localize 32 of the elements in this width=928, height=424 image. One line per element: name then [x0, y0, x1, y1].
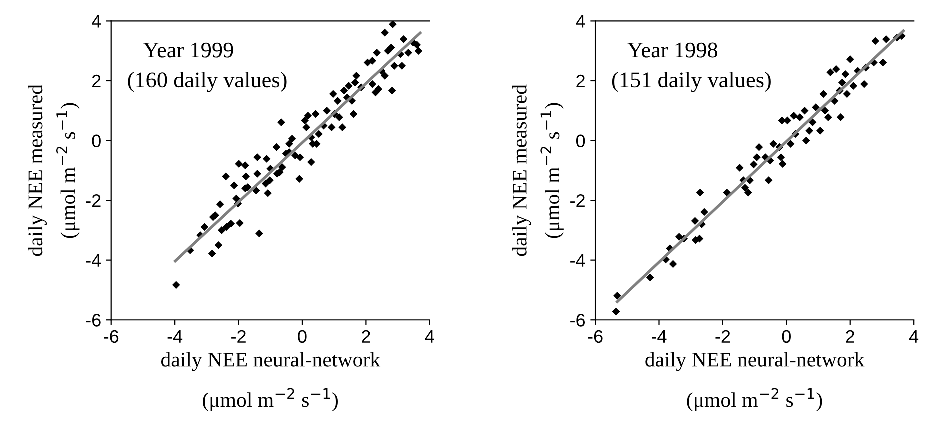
- y-tick-label: 0: [576, 134, 586, 148]
- x-axis-title: daily NEE neural-network (μmol m$^{−2}$ s$^{−1}$): [161, 352, 381, 412]
- x-tick-label: 2: [846, 330, 854, 343]
- y-tick-label: 2: [92, 74, 101, 88]
- y-axis-title: daily NEE measured (μmol m$^{−2}$ s$^{−1}$): [28, 84, 80, 256]
- x-axis-title: daily NEE neural-network (μmol m$^{−2}$ s$^{−1}$): [646, 352, 865, 412]
- x-tick-label: -2: [232, 330, 246, 343]
- y-tick-label: -2: [86, 194, 101, 208]
- annotation: Year 1999: [143, 42, 234, 58]
- y-tick-label: 4: [576, 15, 586, 28]
- x-tick-label: -6: [588, 330, 603, 344]
- y-tick-label: -6: [86, 314, 101, 327]
- x-tick-label: -4: [652, 330, 667, 343]
- y-tick-label: 4: [92, 15, 102, 28]
- x-tick-label: 0: [298, 330, 307, 344]
- y-axis-title: daily NEE measured (μmol m$^{−2}$ s$^{−1}$): [512, 84, 564, 256]
- x-tick-label: -6: [104, 330, 119, 344]
- annotation: Year 1998: [628, 42, 718, 58]
- x-tick-label: 4: [425, 330, 434, 343]
- y-tick-label: 0: [92, 134, 101, 148]
- x-tick-label: 2: [362, 330, 370, 343]
- x-tick-label: -2: [716, 330, 730, 343]
- annotation: (151 daily values): [612, 72, 771, 92]
- x-tick-label: -4: [168, 330, 183, 343]
- y-tick-label: -4: [570, 254, 586, 267]
- y-tick-label: -2: [570, 194, 585, 208]
- y-tick-label: -4: [86, 254, 102, 267]
- x-tick-label: 4: [909, 330, 919, 343]
- y-tick-label: -6: [570, 314, 586, 327]
- annotation: (160 daily values): [128, 72, 287, 92]
- x-tick-label: 0: [782, 330, 791, 344]
- y-tick-label: 2: [576, 74, 585, 88]
